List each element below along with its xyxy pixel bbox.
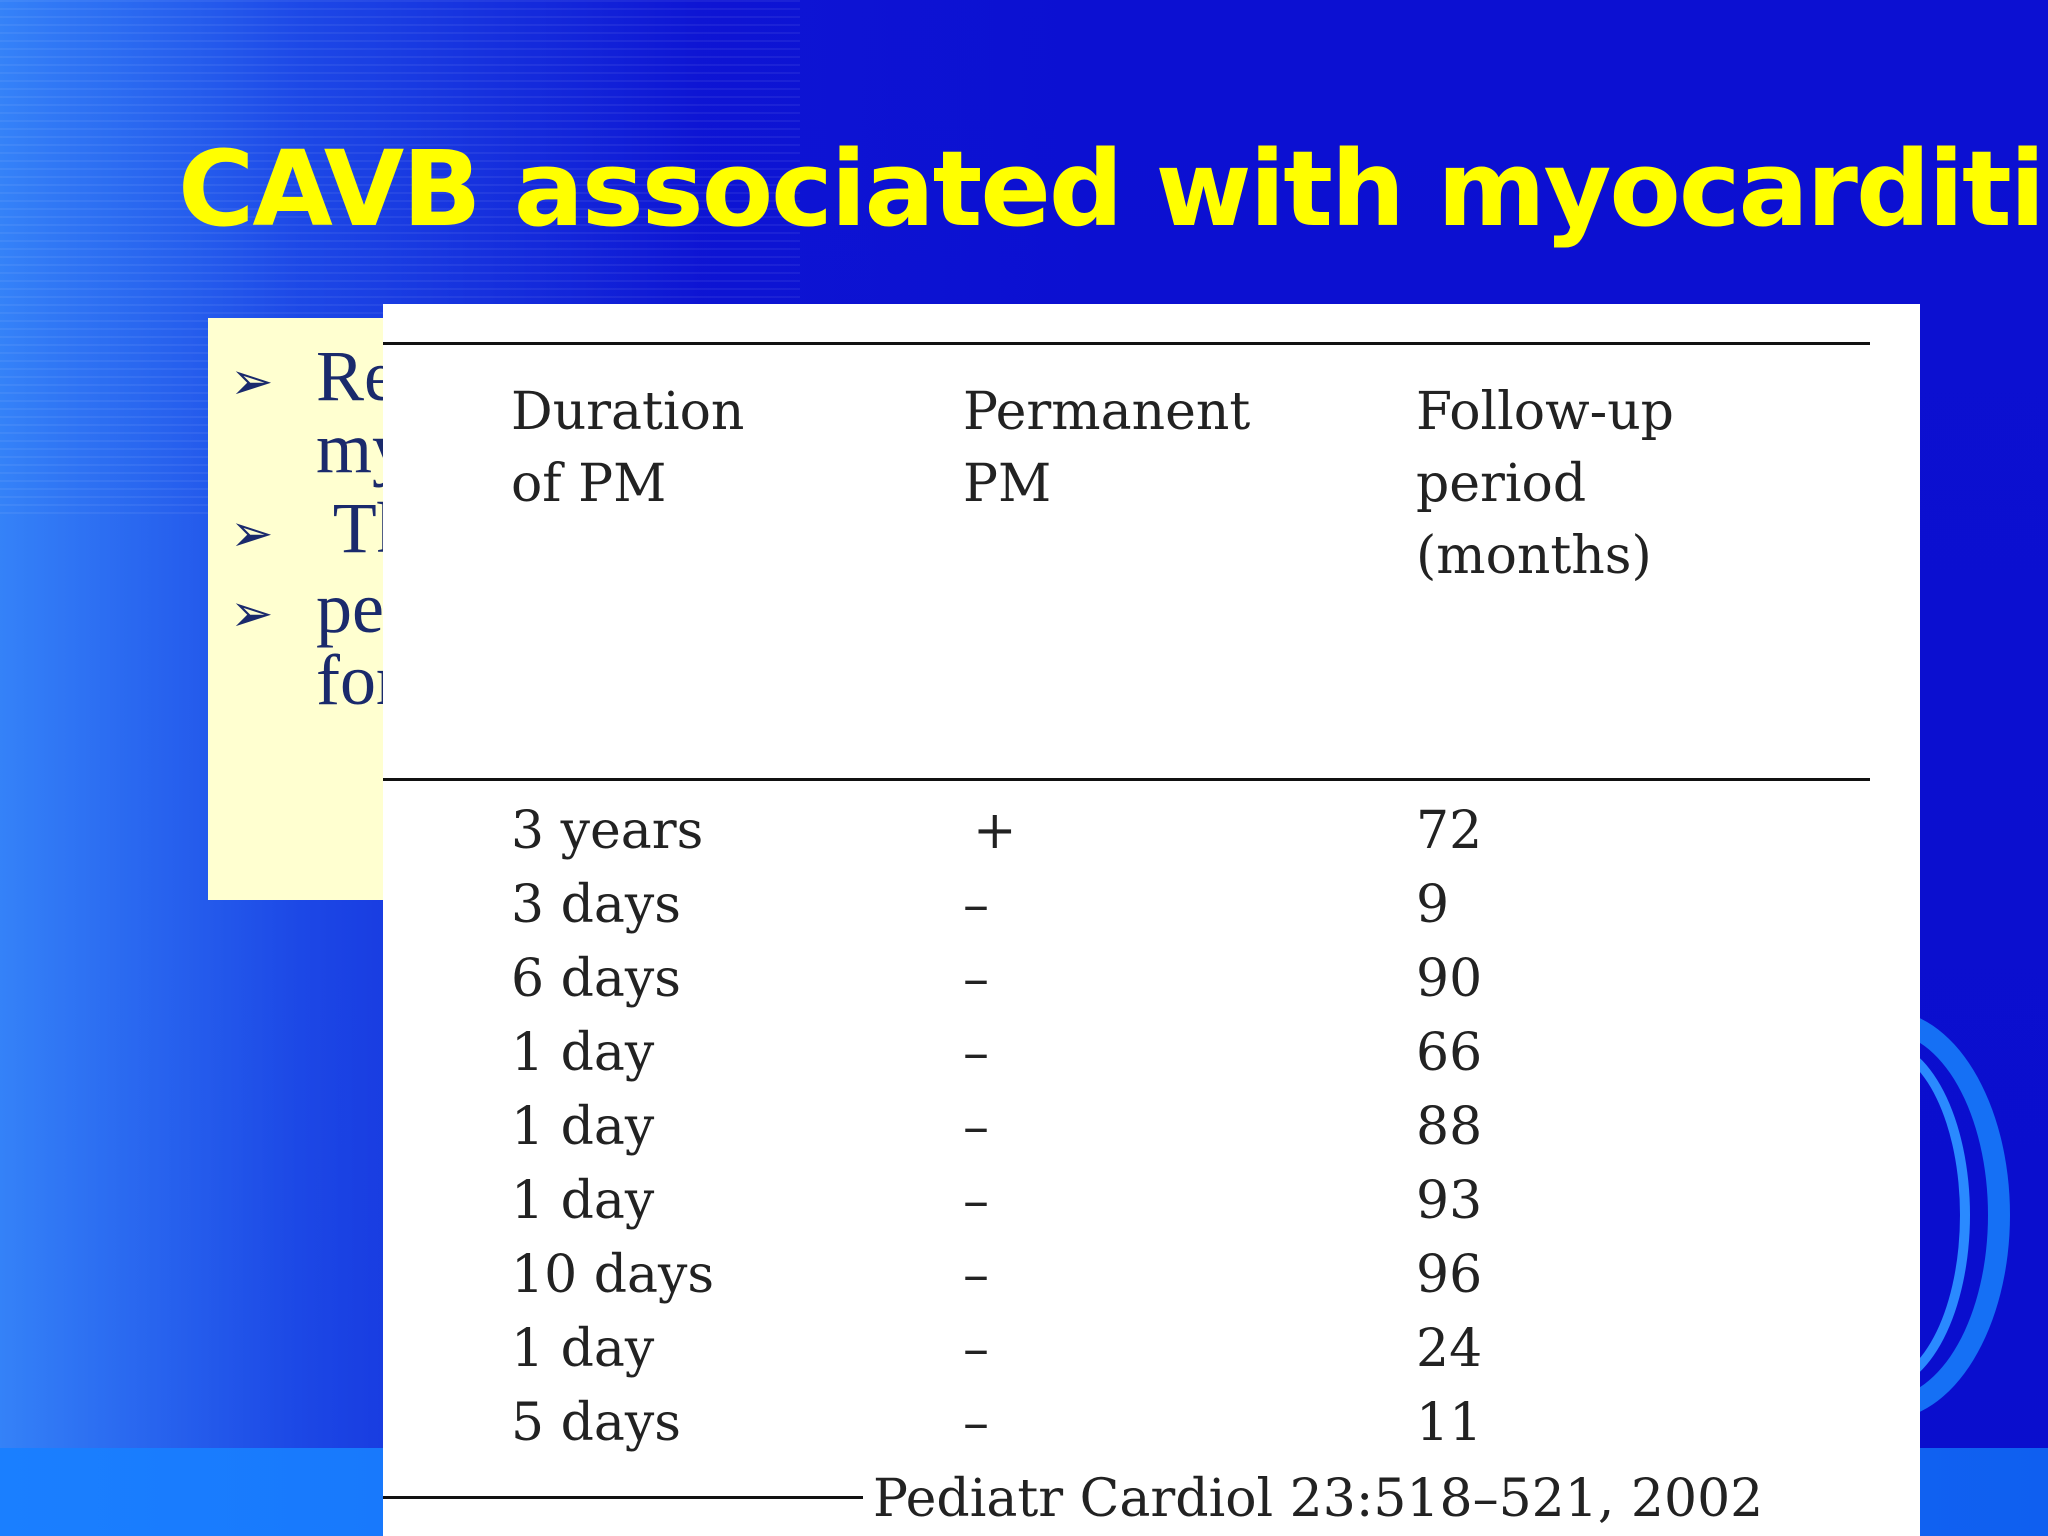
cell-followup: 24 [1416,1319,1483,1379]
cell-duration: 1 day [511,1171,655,1231]
cell-followup: 72 [1416,801,1483,861]
cell-duration: 5 days [511,1393,681,1453]
cell-followup: 88 [1416,1097,1483,1157]
cell-duration: 1 day [511,1319,655,1379]
cell-permanent: – [963,949,989,1009]
table-citation: Pediatr Cardiol 23:518–521, 2002 [873,1462,1764,1536]
arrow-bullet-icon: ➢ [230,352,274,412]
cell-duration: 1 day [511,1097,655,1157]
arrow-bullet-icon: ➢ [230,504,274,564]
table-row: 1 day – 88 [383,1090,1920,1164]
cell-followup: 11 [1416,1393,1483,1453]
cell-permanent: – [963,875,989,935]
cell-permanent: – [963,1245,989,1305]
table-row: 3 days – 9 [383,868,1920,942]
cell-permanent: + [973,801,1017,861]
arrow-bullet-icon: ➢ [230,584,274,644]
cell-followup: 90 [1416,949,1483,1009]
table-header-rule [383,778,1870,781]
cell-permanent: – [963,1097,989,1157]
table-row: 1 day – 24 [383,1312,1920,1386]
bullet-item: ➢ pe for [230,572,538,716]
bullet-line: pe [316,568,384,648]
column-header-duration: Duration of PM [511,382,745,514]
cell-followup: 9 [1416,875,1450,935]
table-row: 1 day – 93 [383,1164,1920,1238]
table-top-rule [383,342,1870,345]
cell-duration: 6 days [511,949,681,1009]
cell-duration: 3 days [511,875,681,935]
table-row: 10 days – 96 [383,1238,1920,1312]
table-bottom-rule [383,1496,863,1499]
table-row: 5 days – 11 [383,1386,1920,1460]
column-header-followup: Follow-up period (months) [1416,382,1674,586]
slide-title: CAVB associated with myocarditis [178,128,2048,250]
table-row: 6 days – 90 [383,942,1920,1016]
cell-permanent: – [963,1319,989,1379]
table-row: 1 day – 66 [383,1016,1920,1090]
cell-permanent: – [963,1023,989,1083]
cell-permanent: – [963,1393,989,1453]
cell-permanent: – [963,1171,989,1231]
data-table-image: Duration of PM Permanent PM Follow-up pe… [383,304,1920,1536]
cell-duration: 10 days [511,1245,715,1305]
cell-followup: 93 [1416,1171,1483,1231]
cell-duration: 3 years [511,801,704,861]
cell-followup: 66 [1416,1023,1483,1083]
bullet-line: Re [316,336,396,416]
table-row: 3 years + 72 [383,794,1920,868]
cell-followup: 96 [1416,1245,1483,1305]
cell-duration: 1 day [511,1023,655,1083]
column-header-permanent: Permanent PM [963,382,1251,514]
